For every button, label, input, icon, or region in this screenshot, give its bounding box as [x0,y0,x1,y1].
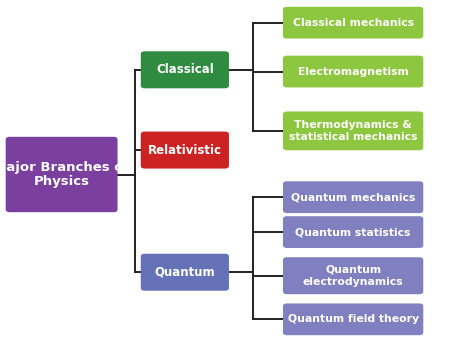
FancyBboxPatch shape [283,56,423,87]
FancyBboxPatch shape [141,132,229,169]
Text: Major Branches of
Physics: Major Branches of Physics [0,161,130,188]
Text: Electromagnetism: Electromagnetism [298,67,409,76]
Text: Relativistic: Relativistic [148,143,222,157]
FancyBboxPatch shape [283,216,423,248]
FancyBboxPatch shape [283,181,423,213]
FancyBboxPatch shape [283,112,423,150]
FancyBboxPatch shape [6,137,118,212]
Text: Classical mechanics: Classical mechanics [292,18,414,28]
Text: Quantum mechanics: Quantum mechanics [291,192,415,202]
FancyBboxPatch shape [141,51,229,88]
Text: Quantum: Quantum [155,266,215,279]
Text: Thermodynamics &
statistical mechanics: Thermodynamics & statistical mechanics [289,120,418,142]
FancyBboxPatch shape [283,303,423,335]
FancyBboxPatch shape [283,7,423,38]
FancyBboxPatch shape [283,257,423,294]
Text: Quantum statistics: Quantum statistics [295,227,411,237]
Text: Classical: Classical [156,63,214,76]
Text: Quantum
electrodynamics: Quantum electrodynamics [303,265,403,287]
Text: Quantum field theory: Quantum field theory [288,314,419,324]
FancyBboxPatch shape [141,254,229,291]
